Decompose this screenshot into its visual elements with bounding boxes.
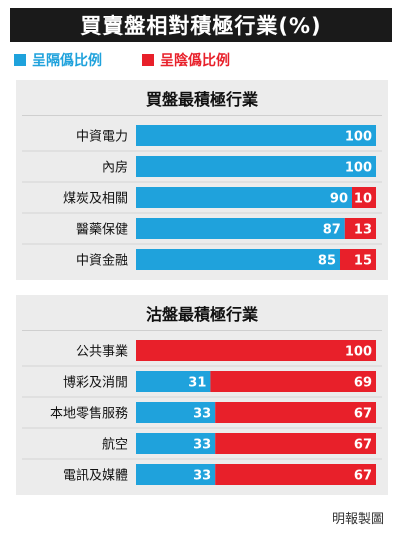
bar-value-label: 85 bbox=[318, 254, 336, 269]
bar-value-label: 10 bbox=[354, 192, 372, 207]
panel-divider bbox=[22, 330, 382, 331]
bar-value-label: 87 bbox=[323, 223, 341, 238]
short-bar-chart: 公共事業 100 博彩及消閒 31 69 本地零售服務 33 67 航空 33 67 電訊及媒體 33 6… bbox=[22, 340, 382, 485]
bar-value-label: 69 bbox=[354, 376, 372, 391]
legend-label-blue: 呈隔僞比例 bbox=[32, 53, 102, 69]
short-panel-title: 沽盤最積極行業 bbox=[145, 305, 258, 324]
bar-red bbox=[340, 249, 376, 270]
legend-swatch-red bbox=[142, 54, 154, 66]
bar-value-label: 33 bbox=[193, 469, 211, 484]
category-label: 醫藥保健 bbox=[76, 223, 128, 238]
bar-value-label: 100 bbox=[345, 161, 372, 176]
bar-value-label: 90 bbox=[330, 192, 348, 207]
bar-blue bbox=[136, 371, 211, 392]
panel-divider bbox=[22, 115, 382, 116]
bar-blue bbox=[136, 433, 216, 454]
bar-blue bbox=[136, 249, 340, 270]
bar-value-label: 67 bbox=[354, 469, 372, 484]
short-panel: 沽盤最積極行業 公共事業 100 博彩及消閒 31 69 本地零售服務 33 67 航空 33 67… bbox=[16, 295, 388, 495]
bar-red bbox=[136, 340, 376, 361]
category-label: 航空 bbox=[102, 437, 128, 453]
bar-value-label: 31 bbox=[188, 376, 206, 391]
bar-blue bbox=[136, 187, 352, 208]
chart-header: 買賣盤相對積極行業(%) bbox=[10, 8, 392, 42]
bar-red bbox=[210, 371, 376, 392]
bar-blue bbox=[136, 464, 216, 485]
bar-red bbox=[352, 187, 376, 208]
legend-swatch-blue bbox=[14, 54, 26, 66]
bar-blue bbox=[136, 402, 216, 423]
chart-title: 買賣盤相對積極行業(%) bbox=[80, 14, 322, 38]
category-label: 博彩及消閒 bbox=[63, 376, 128, 391]
legend-item-blue: 呈隔僞比例 bbox=[14, 50, 102, 70]
legend-item-red: 呈陰僞比例 bbox=[142, 50, 230, 70]
bar-value-label: 100 bbox=[345, 345, 372, 360]
bar-red bbox=[215, 402, 376, 423]
bar-red bbox=[215, 433, 376, 454]
bar-value-label: 13 bbox=[354, 223, 372, 238]
category-label: 公共事業 bbox=[76, 344, 128, 360]
legend-label-red: 呈陰僞比例 bbox=[160, 53, 230, 69]
bar-value-label: 67 bbox=[354, 407, 372, 422]
bar-value-label: 67 bbox=[354, 438, 372, 453]
footer-credit: 明報製圖 bbox=[331, 512, 384, 527]
bar-red bbox=[344, 218, 376, 239]
legend: 呈隔僞比例 呈陰僞比例 bbox=[14, 50, 270, 70]
category-label: 中資金融 bbox=[76, 253, 128, 269]
bar-blue bbox=[136, 218, 345, 239]
category-label: 內房 bbox=[102, 160, 128, 176]
category-label: 本地零售服務 bbox=[50, 406, 128, 422]
category-label: 中資電力 bbox=[76, 130, 128, 145]
buy-panel-title: 買盤最積極行業 bbox=[145, 90, 258, 109]
bar-red bbox=[215, 464, 376, 485]
bar-blue bbox=[136, 125, 376, 146]
category-label: 煤炭及相關 bbox=[63, 192, 128, 207]
buy-panel: 買盤最積極行業 中資電力 100 內房 100 煤炭及相關 90 10 醫藥保健 87 13 中資金… bbox=[16, 80, 388, 280]
category-label: 電訊及媒體 bbox=[63, 469, 128, 484]
buy-bar-chart: 中資電力 100 內房 100 煤炭及相關 90 10 醫藥保健 87 13 中資金融 85 15 bbox=[22, 125, 382, 270]
bar-value-label: 33 bbox=[193, 407, 211, 422]
bar-value-label: 100 bbox=[345, 130, 372, 145]
bar-value-label: 15 bbox=[354, 254, 372, 269]
bar-blue bbox=[136, 156, 376, 177]
bar-value-label: 33 bbox=[193, 438, 211, 453]
